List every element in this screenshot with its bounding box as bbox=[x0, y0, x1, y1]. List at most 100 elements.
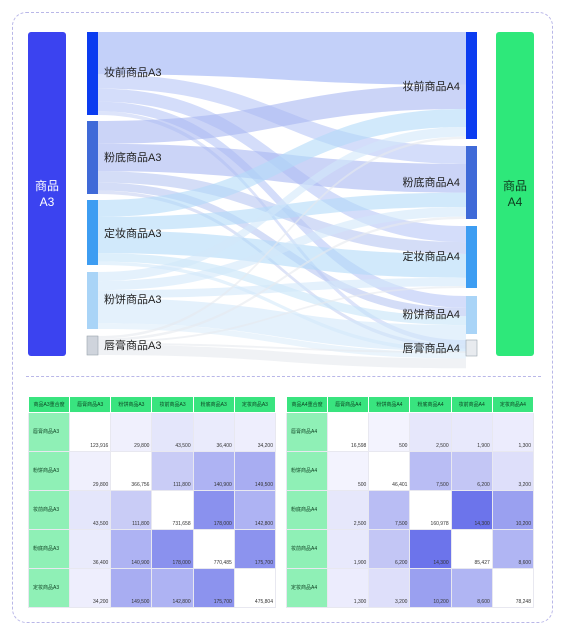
table-cell: 78,248 bbox=[491, 568, 535, 608]
table-cell: 142,800 bbox=[151, 568, 194, 608]
table-cell: 46,401 bbox=[368, 451, 411, 491]
table-cell: 149,500 bbox=[233, 451, 277, 491]
table-cell: 111,800 bbox=[110, 490, 153, 530]
sankey-node bbox=[87, 121, 98, 194]
row-header: 妆前商品A4 bbox=[285, 529, 329, 569]
sankey-link bbox=[98, 286, 466, 343]
table-cell: 34,200 bbox=[233, 412, 277, 452]
table-header-row: 商品A3重合度 唇膏商品A3 粉饼商品A3 妆前商品A3 粉底商品A3 定妆商品… bbox=[27, 396, 277, 413]
table-cell: 2,500 bbox=[327, 490, 370, 530]
table-cell: 29,800 bbox=[110, 412, 153, 452]
table-cell: 6,200 bbox=[368, 529, 411, 569]
sankey-node-label: 唇膏商品A4 bbox=[403, 341, 460, 355]
sankey-node bbox=[86, 335, 99, 356]
sankey-node bbox=[466, 296, 477, 334]
table-cell: 142,800 bbox=[233, 490, 277, 530]
sankey-link bbox=[98, 230, 466, 278]
sankey-link bbox=[98, 84, 466, 144]
sankey-node bbox=[466, 146, 477, 219]
table-cell: 175,700 bbox=[233, 529, 277, 569]
row-header: 妆前商品A3 bbox=[27, 490, 71, 530]
table-cell: 16,598 bbox=[327, 412, 370, 452]
column-header: 粉饼商品A3 bbox=[110, 396, 153, 413]
sankey-node-label: 粉饼商品A3 bbox=[104, 292, 161, 306]
sankey-node bbox=[466, 32, 477, 139]
sankey-node-label: 妆前商品A4 bbox=[403, 79, 460, 93]
sankey-link bbox=[98, 32, 466, 85]
sankey-labels: 妆前商品A3 粉底商品A3 定妆商品A3 粉饼商品A3 唇膏商品A3 妆前商品A4 粉底商品… bbox=[104, 65, 460, 355]
category-a3-label: 商品 A3 bbox=[34, 179, 59, 209]
sankey-node-label: 粉底商品A3 bbox=[104, 150, 161, 164]
sankey-links bbox=[98, 32, 466, 369]
table-cell: 366,756 bbox=[110, 451, 153, 491]
table-cell: 3,200 bbox=[491, 451, 535, 491]
sankey-node bbox=[87, 272, 98, 329]
dashboard-frame bbox=[12, 12, 553, 623]
category-a4-label: 商品 A4 bbox=[502, 179, 527, 209]
sankey-link bbox=[98, 216, 466, 342]
row-header: 定妆商品A4 bbox=[285, 568, 329, 608]
table-cell: 85,427 bbox=[450, 529, 493, 569]
table-cell: 1,900 bbox=[327, 529, 370, 569]
table-row: 粉饼商品A4 500 46,401 7,500 6,200 3,200 bbox=[285, 451, 535, 491]
table-cell: 7,500 bbox=[409, 451, 452, 491]
sankey-node-label: 妆前商品A3 bbox=[104, 65, 161, 79]
sankey-link bbox=[98, 298, 466, 352]
table-cell: 149,500 bbox=[110, 568, 153, 608]
table-cell: 178,000 bbox=[192, 490, 235, 530]
column-header: 粉底商品A4 bbox=[409, 396, 452, 413]
table-cell: 178,000 bbox=[151, 529, 194, 569]
column-header: 妆前商品A3 bbox=[151, 396, 194, 413]
table-corner: 商品A4重合度 bbox=[285, 396, 329, 413]
table-cell: 475,804 bbox=[233, 568, 277, 608]
overlap-table-a3: 商品A3重合度 唇膏商品A3 粉饼商品A3 妆前商品A3 粉底商品A3 定妆商品… bbox=[27, 396, 277, 608]
row-header: 唇膏商品A3 bbox=[27, 412, 71, 452]
row-header: 粉底商品A3 bbox=[27, 529, 71, 569]
sankey-node bbox=[465, 339, 478, 357]
table-cell: 34,200 bbox=[69, 568, 112, 608]
table-cell: 1,300 bbox=[327, 568, 370, 608]
column-header: 唇膏商品A3 bbox=[69, 396, 112, 413]
table-cell: 29,800 bbox=[69, 451, 112, 491]
sankey-link bbox=[98, 342, 466, 353]
sankey-diagram: 妆前商品A3 粉底商品A3 定妆商品A3 粉饼商品A3 唇膏商品A3 妆前商品A4 粉底商品… bbox=[86, 32, 478, 369]
sankey-node bbox=[466, 226, 477, 288]
row-header: 唇膏商品A4 bbox=[285, 412, 329, 452]
table-row: 定妆商品A4 1,300 3,200 10,200 8,600 78,248 bbox=[285, 568, 535, 608]
sankey-link bbox=[98, 277, 466, 299]
sankey-link bbox=[98, 108, 466, 217]
column-header: 粉底商品A3 bbox=[192, 396, 235, 413]
table-row: 妆前商品A4 1,900 6,200 14,300 85,427 8,600 bbox=[285, 529, 535, 569]
table-row: 定妆商品A3 34,200 149,500 142,800 175,700 475,804 bbox=[27, 568, 277, 608]
table-cell: 123,916 bbox=[69, 412, 112, 452]
sankey-node-label: 粉饼商品A4 bbox=[403, 307, 460, 321]
row-header: 粉饼商品A4 bbox=[285, 451, 329, 491]
table-cell: 140,900 bbox=[192, 451, 235, 491]
column-header: 妆前商品A4 bbox=[450, 396, 493, 413]
table-cell: 6,200 bbox=[450, 451, 493, 491]
sankey-link bbox=[98, 136, 466, 339]
sankey-link bbox=[98, 192, 466, 231]
table-cell: 3,200 bbox=[368, 568, 411, 608]
table-cell: 175,700 bbox=[192, 568, 235, 608]
sankey-link bbox=[98, 323, 466, 359]
table-row: 粉饼商品A3 29,800 366,756 111,800 140,900 149,500 bbox=[27, 451, 277, 491]
category-a4-box: 商品 A4 bbox=[496, 32, 534, 356]
table-row: 粉底商品A4 2,500 7,500 160,978 14,300 10,200 bbox=[285, 490, 535, 530]
table-cell: 43,500 bbox=[151, 412, 194, 452]
table-cell: 8,600 bbox=[450, 568, 493, 608]
table-cell: 14,300 bbox=[409, 529, 452, 569]
sankey-node bbox=[87, 200, 98, 265]
sankey-node bbox=[87, 32, 98, 115]
section-divider bbox=[26, 376, 541, 377]
category-a3-box: 商品 A3 bbox=[28, 32, 66, 356]
sankey-link bbox=[98, 261, 466, 353]
table-cell: 140,900 bbox=[110, 529, 153, 569]
sankey-node-label: 粉底商品A4 bbox=[403, 175, 460, 189]
table-cell: 36,400 bbox=[69, 529, 112, 569]
table-cell: 10,200 bbox=[409, 568, 452, 608]
table-cell: 1,900 bbox=[450, 412, 493, 452]
table-cell: 36,400 bbox=[192, 412, 235, 452]
row-header: 粉底商品A4 bbox=[285, 490, 329, 530]
table-cell: 1,300 bbox=[491, 412, 535, 452]
